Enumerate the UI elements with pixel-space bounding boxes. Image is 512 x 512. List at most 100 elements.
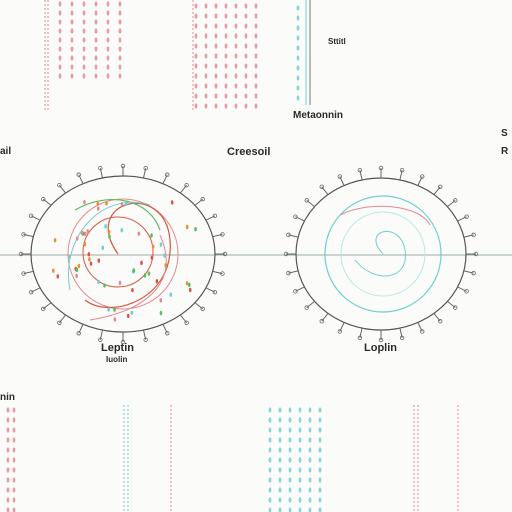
pink-dot: [106, 73, 110, 79]
top-left-dot-grid: [44, 0, 122, 112]
pink-dot: [254, 3, 258, 9]
tick-knob: [464, 289, 469, 294]
tick-knob: [212, 213, 218, 219]
scatter-dot: [75, 267, 79, 273]
pink-dot: [234, 53, 238, 59]
teal-dot: [318, 487, 322, 493]
tick-knob: [438, 319, 443, 324]
pink-dot: [254, 43, 258, 49]
teal-dot: [288, 447, 292, 453]
pink-dot: [204, 73, 208, 79]
bottom-left-dot-column: [6, 407, 16, 512]
teal-dot: [278, 477, 282, 483]
teal-dot: [268, 457, 272, 463]
pink-dot: [244, 93, 248, 99]
pink-dot: [106, 19, 110, 25]
teal-dot: [298, 407, 302, 413]
label-top-small: Sttitl: [328, 37, 346, 46]
scatter-dot: [87, 252, 91, 257]
scatter-dot: [77, 263, 81, 269]
pink-dot: [6, 407, 10, 413]
right-spiral: [354, 230, 406, 277]
scatter-dot: [137, 231, 141, 236]
bottom-right-pink-lines: [413, 405, 459, 512]
tick-knob: [378, 165, 384, 171]
teal-dot: [278, 427, 282, 433]
teal-dot: [288, 477, 292, 483]
pink-dot: [194, 3, 198, 9]
pink-dot: [82, 64, 86, 70]
pink-dot: [70, 55, 74, 61]
scatter-dot: [97, 258, 101, 263]
pink-dot: [224, 43, 228, 49]
pink-dot: [94, 37, 98, 43]
scatter-dot: [53, 238, 57, 243]
pink-dot: [106, 55, 110, 61]
tick-knob: [41, 196, 46, 202]
teal-dot: [318, 497, 322, 503]
pink-dot: [12, 437, 16, 443]
left-spiral-green: [74, 199, 161, 231]
pink-dot: [118, 55, 122, 61]
teal-dot: [308, 407, 312, 413]
pink-dot: [118, 10, 122, 16]
pink-dot: [194, 43, 198, 49]
label-left-circle-sub: Iuolin: [106, 355, 128, 364]
scatter-dot: [113, 317, 117, 322]
left-spiral-red: [84, 202, 171, 309]
pink-dot: [214, 53, 218, 59]
teal-dot: [308, 477, 312, 483]
teal-dot: [308, 457, 312, 463]
label-right-edge-top: S: [501, 128, 508, 139]
pink-dot: [70, 1, 74, 7]
scatter-dot: [101, 245, 105, 251]
teal-dot: [298, 507, 302, 512]
scatter-dot: [120, 202, 124, 207]
scatter-dot: [113, 307, 116, 312]
pink-dot: [82, 19, 86, 25]
tick-knob: [337, 329, 342, 334]
scatter-dot: [104, 224, 107, 229]
scatter-dot: [75, 236, 79, 241]
tick-knob: [438, 184, 443, 189]
pink-dot: [214, 43, 218, 49]
pink-dot: [82, 10, 86, 16]
label-right-edge-bottom: R: [501, 146, 509, 157]
scatter-dot: [143, 273, 147, 278]
pink-dot: [234, 43, 238, 49]
teal-dot: [278, 457, 282, 463]
scatter-dot: [159, 298, 163, 303]
teal-dot: [296, 25, 300, 31]
scatter-dot: [163, 253, 166, 258]
pink-dot: [118, 46, 122, 52]
pink-dot: [214, 3, 218, 9]
teal-dot: [278, 507, 282, 512]
tick-knob: [143, 337, 148, 342]
scatter-dot: [131, 287, 134, 293]
teal-dot: [318, 407, 322, 413]
tick-knob: [293, 289, 298, 294]
tick-knob: [120, 339, 126, 345]
pink-dot: [12, 417, 16, 423]
teal-dot: [318, 467, 322, 473]
tick-knob: [165, 172, 170, 177]
label-right-circle-title: Loplin: [364, 342, 397, 354]
pink-dot: [118, 28, 122, 34]
scatter-dot: [150, 233, 153, 238]
teal-dot: [268, 437, 272, 443]
top-mid-dot-grid: [192, 0, 258, 110]
pink-dot: [58, 46, 62, 52]
tick-knob: [283, 251, 289, 257]
tick-knob: [212, 289, 218, 295]
teal-dot: [298, 497, 302, 503]
pink-dot: [244, 43, 248, 49]
pink-dot: [234, 63, 238, 69]
teal-dot: [298, 467, 302, 473]
pink-dot: [234, 3, 238, 9]
left-spiral-teal: [68, 201, 151, 291]
teal-dot: [288, 507, 292, 512]
pink-dot: [118, 64, 122, 70]
teal-dot: [318, 457, 322, 463]
teal-dot: [298, 427, 302, 433]
scatter-dot: [126, 313, 130, 319]
